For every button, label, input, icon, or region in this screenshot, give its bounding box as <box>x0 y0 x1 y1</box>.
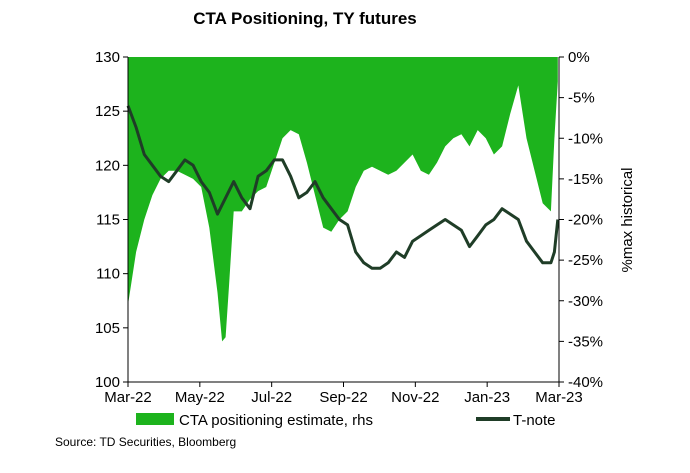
x-tick-label: Sep-22 <box>319 389 367 406</box>
right-tick-label: -25% <box>568 252 603 269</box>
right-tick-label: 0% <box>568 49 590 66</box>
right-tick-label: -30% <box>568 293 603 310</box>
x-tick-label: Mar-22 <box>104 389 152 406</box>
legend-swatch-area <box>136 413 174 425</box>
legend-label-line: T-note <box>513 412 556 429</box>
left-tick-label: 125 <box>95 103 120 120</box>
right-tick-label: -15% <box>568 171 603 188</box>
right-tick-label: -40% <box>568 374 603 391</box>
x-tick-label: Mar-23 <box>535 389 583 406</box>
right-tick-label: -35% <box>568 333 603 350</box>
source-note: Source: TD Securities, Bloomberg <box>55 435 236 449</box>
right-tick-label: -10% <box>568 130 603 147</box>
positioning-area <box>128 57 558 342</box>
left-tick-label: 105 <box>95 320 120 337</box>
right-y-axis-label: %max historical <box>619 167 636 272</box>
x-tick-label: Jul-22 <box>251 389 292 406</box>
right-y-ticks: -40% -35% -30% -25% -20% -15% -10% -5% 0% <box>559 49 603 391</box>
tnote-line-layer <box>126 105 560 270</box>
left-tick-label: 120 <box>95 157 120 174</box>
tnote-line <box>126 105 560 270</box>
legend: CTA positioning estimate, rhs T-note <box>136 412 556 429</box>
left-y-ticks: 100 105 110 115 120 125 130 <box>95 49 128 391</box>
right-tick-label: -20% <box>568 212 603 229</box>
positioning-area-layer <box>128 57 558 342</box>
x-tick-label: Nov-22 <box>391 389 439 406</box>
x-ticks: Mar-22 May-22 Jul-22 Sep-22 Nov-22 Jan-23 Mar-… <box>104 382 583 406</box>
left-tick-label: 100 <box>95 374 120 391</box>
chart-title: CTA Positioning, TY futures <box>193 9 417 28</box>
right-tick-label: -5% <box>568 90 595 107</box>
left-tick-label: 130 <box>95 49 120 66</box>
x-tick-label: May-22 <box>175 389 225 406</box>
left-tick-label: 115 <box>96 212 120 229</box>
x-tick-label: Jan-23 <box>464 389 510 406</box>
left-tick-label: 110 <box>96 266 120 283</box>
legend-label-area: CTA positioning estimate, rhs <box>179 412 373 429</box>
